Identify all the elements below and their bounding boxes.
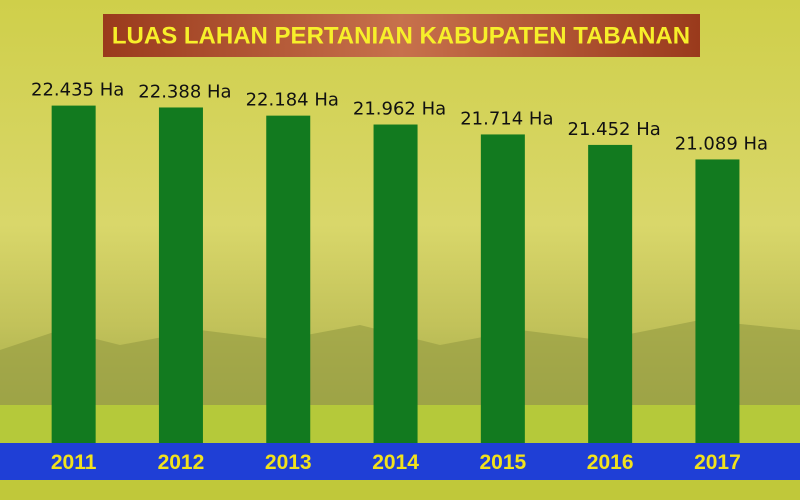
x-tick-label: 2011 xyxy=(51,451,97,474)
bar xyxy=(51,105,96,443)
field-bottom xyxy=(0,480,800,500)
x-tick-label: 2017 xyxy=(694,451,741,474)
bar xyxy=(158,107,203,443)
x-tick-label: 2012 xyxy=(158,451,205,474)
value-label: 22.388 Ha xyxy=(138,81,231,102)
value-label: 21.962 Ha xyxy=(353,99,446,120)
year-band xyxy=(0,443,800,480)
bar xyxy=(266,115,311,443)
chart-title: LUAS LAHAN PERTANIAN KABUPATEN TABANAN xyxy=(112,22,690,49)
value-label: 21.089 Ha xyxy=(675,133,768,154)
value-label: 22.435 Ha xyxy=(31,80,124,101)
x-tick-label: 2016 xyxy=(587,451,634,474)
value-label: 21.452 Ha xyxy=(568,119,661,140)
value-label: 21.714 Ha xyxy=(460,108,553,129)
bar xyxy=(588,144,633,444)
bar xyxy=(480,134,525,443)
value-label: 22.184 Ha xyxy=(246,90,339,111)
x-tick-label: 2015 xyxy=(479,451,526,474)
title-banner xyxy=(103,14,700,57)
x-tick-label: 2014 xyxy=(372,451,419,474)
x-tick-label: 2013 xyxy=(265,451,312,474)
bar xyxy=(695,159,740,443)
bar xyxy=(373,124,418,444)
